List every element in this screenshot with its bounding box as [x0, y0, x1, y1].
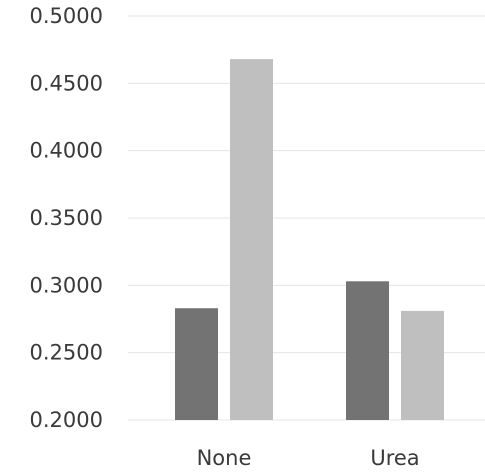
x-category-label: Urea [370, 446, 419, 470]
y-tick-label: 0.4500 [30, 71, 103, 95]
y-tick-label: 0.3000 [30, 273, 103, 297]
y-tick-label: 0.4000 [30, 139, 103, 163]
y-tick-label: 0.5000 [30, 4, 103, 28]
bar-none-series-2 [230, 59, 273, 421]
bar-none-series-1 [175, 308, 218, 420]
x-axis-category-labels: None Urea [197, 446, 420, 470]
y-tick-label: 0.2500 [30, 341, 103, 365]
x-category-label: None [197, 446, 252, 470]
y-tick-label: 0.3500 [30, 206, 103, 230]
y-tick-label: 0.2000 [30, 408, 103, 432]
bars [175, 59, 444, 421]
bar-urea-series-2 [401, 310, 444, 420]
bar-urea-series-1 [346, 281, 389, 420]
y-axis-tick-labels: 0.2000 0.2500 0.3000 0.3500 0.4000 0.4500 0.50… [30, 4, 103, 432]
